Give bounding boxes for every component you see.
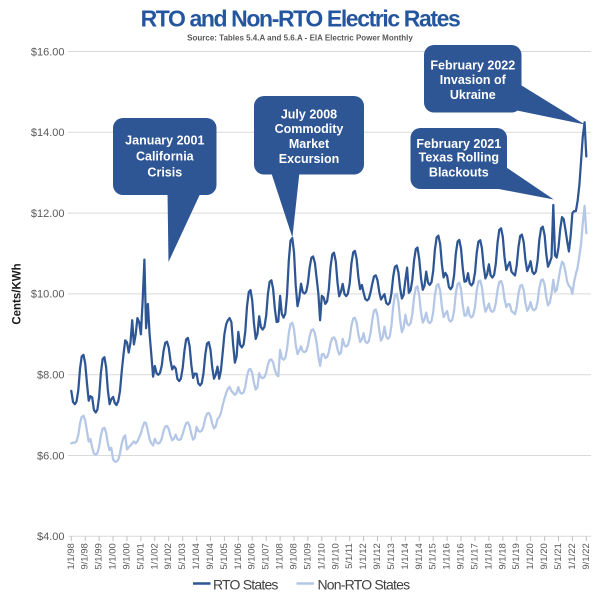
svg-text:$14.00: $14.00 — [31, 127, 65, 139]
svg-text:9/1/16: 9/1/16 — [456, 543, 467, 569]
svg-text:$16.00: $16.00 — [31, 46, 65, 58]
svg-text:Source: Tables 5.4.A and 5.6.A: Source: Tables 5.4.A and 5.6.A - EIA Ele… — [187, 34, 413, 43]
svg-text:5/1/99: 5/1/99 — [94, 543, 105, 569]
svg-text:Ukraine: Ukraine — [450, 88, 496, 102]
svg-text:5/1/03: 5/1/03 — [177, 543, 188, 569]
svg-text:1/1/06: 1/1/06 — [233, 543, 244, 569]
svg-text:Texas Rolling: Texas Rolling — [419, 151, 499, 165]
svg-text:$4.00: $4.00 — [37, 531, 65, 543]
svg-text:$6.00: $6.00 — [37, 450, 65, 462]
svg-text:5/1/21: 5/1/21 — [553, 543, 564, 569]
svg-text:RTO and Non-RTO Electric Rates: RTO and Non-RTO Electric Rates — [141, 6, 460, 32]
svg-text:9/1/12: 9/1/12 — [372, 543, 383, 569]
svg-text:5/1/15: 5/1/15 — [428, 543, 439, 569]
svg-text:RTO States: RTO States — [213, 577, 278, 593]
svg-text:Commodity: Commodity — [275, 122, 344, 136]
svg-text:5/1/17: 5/1/17 — [470, 543, 481, 569]
svg-text:5/1/07: 5/1/07 — [261, 543, 272, 569]
svg-text:Blackouts: Blackouts — [429, 166, 489, 180]
svg-text:1/1/12: 1/1/12 — [358, 543, 369, 569]
svg-text:1/1/14: 1/1/14 — [400, 543, 411, 569]
svg-text:1/1/00: 1/1/00 — [108, 543, 119, 569]
svg-text:February 2022: February 2022 — [430, 58, 515, 72]
svg-text:Cents/KWh: Cents/KWh — [12, 263, 24, 324]
svg-text:5/1/09: 5/1/09 — [302, 543, 313, 569]
svg-text:9/1/08: 9/1/08 — [289, 543, 300, 569]
svg-text:Market: Market — [289, 137, 330, 151]
svg-text:$8.00: $8.00 — [37, 370, 65, 382]
svg-text:$12.00: $12.00 — [31, 208, 65, 220]
svg-text:Non-RTO States: Non-RTO States — [318, 577, 411, 593]
svg-text:5/1/05: 5/1/05 — [219, 543, 230, 569]
svg-text:1/1/04: 1/1/04 — [191, 543, 202, 569]
svg-text:9/1/00: 9/1/00 — [122, 543, 133, 569]
svg-text:9/1/06: 9/1/06 — [247, 543, 258, 569]
svg-text:9/1/04: 9/1/04 — [205, 543, 216, 569]
svg-text:5/1/19: 5/1/19 — [511, 543, 522, 569]
svg-text:9/1/18: 9/1/18 — [497, 543, 508, 569]
svg-text:5/1/01: 5/1/01 — [135, 543, 146, 569]
svg-text:5/1/13: 5/1/13 — [386, 543, 397, 569]
svg-text:1/1/18: 1/1/18 — [483, 543, 494, 569]
svg-text:1/1/08: 1/1/08 — [275, 543, 286, 569]
svg-text:1/1/98: 1/1/98 — [66, 543, 77, 569]
svg-text:9/1/02: 9/1/02 — [163, 543, 174, 569]
svg-text:1/1/02: 1/1/02 — [149, 543, 160, 569]
svg-text:9/1/98: 9/1/98 — [80, 543, 91, 569]
svg-text:Invasion of: Invasion of — [440, 73, 507, 87]
svg-text:1/1/20: 1/1/20 — [525, 543, 536, 569]
svg-text:1/1/16: 1/1/16 — [442, 543, 453, 569]
svg-text:California: California — [136, 150, 195, 164]
svg-text:5/1/11: 5/1/11 — [344, 543, 355, 569]
svg-text:9/1/10: 9/1/10 — [330, 543, 341, 569]
svg-text:July 2008: July 2008 — [281, 107, 337, 121]
svg-text:1/1/10: 1/1/10 — [316, 543, 327, 569]
svg-text:January 2001: January 2001 — [125, 134, 204, 148]
svg-text:$10.00: $10.00 — [31, 289, 65, 301]
svg-text:9/1/14: 9/1/14 — [414, 543, 425, 569]
svg-text:1/1/22: 1/1/22 — [567, 543, 578, 569]
svg-text:9/1/22: 9/1/22 — [581, 543, 592, 569]
svg-text:9/1/20: 9/1/20 — [539, 543, 550, 569]
svg-text:February 2021: February 2021 — [416, 137, 501, 151]
svg-text:Excursion: Excursion — [279, 152, 339, 166]
svg-text:Crisis: Crisis — [147, 165, 182, 179]
